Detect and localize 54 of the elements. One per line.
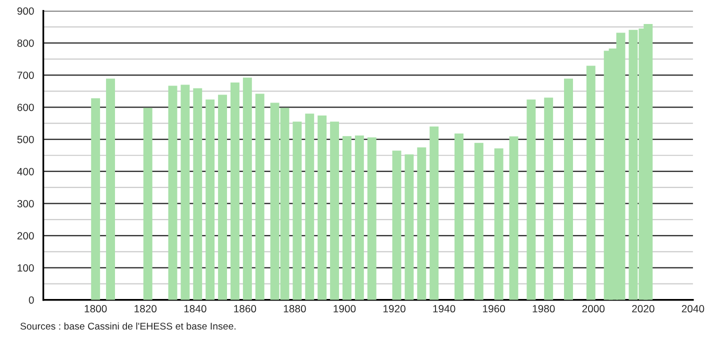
- y-tick-label: 200: [17, 232, 34, 240]
- y-tick-label: 500: [17, 136, 34, 144]
- y-tick-label: 400: [17, 168, 34, 176]
- bar: [526, 100, 536, 300]
- y-tick-label: 300: [17, 200, 34, 208]
- y-tick-label: 700: [17, 72, 34, 79]
- x-tick-label: 1860: [234, 305, 256, 312]
- x-tick-label: 2040: [682, 305, 704, 312]
- x-tick-label: 1920: [383, 305, 406, 312]
- y-tick-label: 600: [17, 104, 34, 112]
- bar: [218, 94, 228, 300]
- bar: [564, 78, 573, 300]
- bar: [305, 114, 314, 300]
- bar: [180, 84, 190, 300]
- x-tick-label: 2020: [632, 305, 654, 312]
- bar: [474, 142, 484, 300]
- y-tick-label: 900: [17, 7, 34, 15]
- bar: [544, 98, 554, 300]
- x-tick-label: 1900: [334, 305, 356, 312]
- bar: [509, 136, 518, 300]
- bar: [417, 147, 426, 300]
- x-tick-label: 1980: [532, 305, 555, 312]
- x-tick-label: 1960: [483, 305, 506, 312]
- y-tick-label: 0: [28, 296, 34, 304]
- bar: [106, 78, 115, 300]
- bar: [586, 66, 596, 300]
- x-tick-label: 1880: [284, 305, 306, 312]
- bar: [206, 100, 215, 300]
- x-tick-label: 1940: [433, 305, 456, 312]
- y-tick-label: 100: [18, 264, 34, 272]
- source-note: Sources : base Cassini de l'EHESS et base Insee.: [20, 322, 236, 330]
- bar: [292, 122, 302, 300]
- bar: [392, 150, 402, 300]
- bar: [330, 122, 340, 300]
- bar: [367, 137, 376, 300]
- bar: [342, 136, 352, 300]
- bar: [318, 116, 327, 300]
- x-tick-label: 1820: [134, 305, 157, 312]
- x-tick-label: 1800: [84, 305, 107, 312]
- bar: [91, 98, 100, 300]
- bar: [255, 94, 264, 300]
- bar: [168, 86, 178, 300]
- bar: [242, 78, 252, 300]
- x-tick-label: 2000: [582, 305, 605, 312]
- bar: [454, 134, 464, 300]
- bar: [193, 88, 202, 300]
- bar: [230, 82, 240, 300]
- x-tick-label: 1840: [184, 305, 206, 312]
- bar: [354, 135, 364, 300]
- bar: [404, 154, 414, 300]
- bar: [430, 126, 439, 300]
- y-tick-label: 800: [17, 39, 34, 47]
- bar: [494, 148, 504, 300]
- bar: [143, 108, 152, 300]
